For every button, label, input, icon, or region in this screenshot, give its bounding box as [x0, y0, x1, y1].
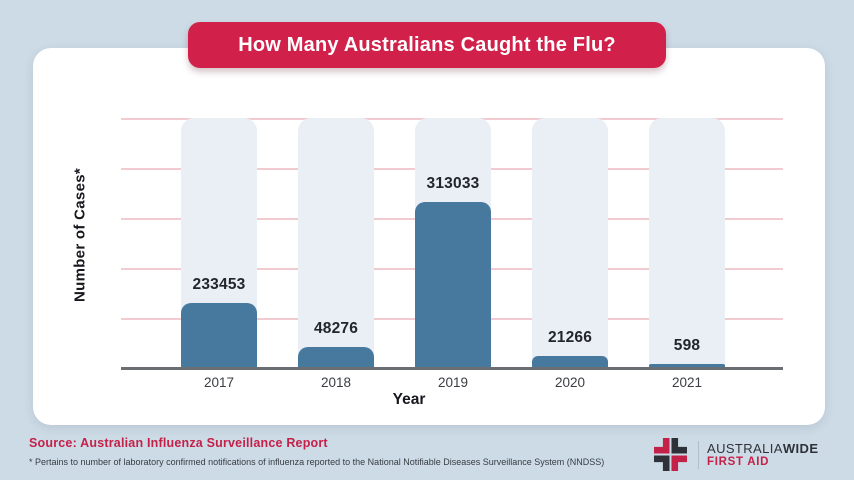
logo-brand-name: AUSTRALIAWIDE [707, 441, 818, 456]
chart-card: Number of Cases* 233453 2017 48276 2018 3130… [33, 48, 825, 425]
chart-title: How Many Australians Caught the Flu? [238, 33, 616, 56]
bar-2020 [532, 356, 608, 368]
chart-title-banner: How Many Australians Caught the Flu? [188, 22, 666, 68]
bar-2018 [298, 347, 374, 368]
bar-track-2021 [649, 118, 725, 368]
x-tick-label-2017: 2017 [203, 375, 235, 390]
first-aid-cross-icon [654, 438, 687, 471]
y-axis-label: Number of Cases* [71, 167, 89, 303]
logo-brand-bold: WIDE [782, 441, 819, 456]
bar-2019 [415, 202, 491, 368]
bar-track-2020 [532, 118, 608, 368]
x-axis-title: Year [392, 391, 426, 408]
bar-value-label-2018: 48276 [313, 320, 359, 337]
logo-brand-regular: AUSTRALIA [707, 441, 783, 456]
footnote-text: * Pertains to number of laboratory confi… [29, 457, 605, 467]
bar-value-label-2017: 233453 [192, 276, 246, 293]
bar-value-label-2021: 598 [673, 337, 701, 354]
x-tick-label-2018: 2018 [320, 375, 352, 390]
bar-value-label-2019: 313033 [426, 175, 480, 192]
x-tick-label-2021: 2021 [671, 375, 703, 390]
bar-track-2018 [298, 118, 374, 368]
bar-2021 [649, 364, 725, 368]
source-text: Source: Australian Influenza Surveillanc… [29, 436, 328, 450]
x-axis-line [121, 367, 783, 370]
bar-value-label-2020: 21266 [547, 329, 593, 346]
x-tick-label-2019: 2019 [437, 375, 469, 390]
x-tick-label-2020: 2020 [554, 375, 586, 390]
logo-tagline: FIRST AID [707, 456, 770, 468]
logo-divider [698, 441, 699, 469]
bar-2017 [181, 303, 257, 368]
